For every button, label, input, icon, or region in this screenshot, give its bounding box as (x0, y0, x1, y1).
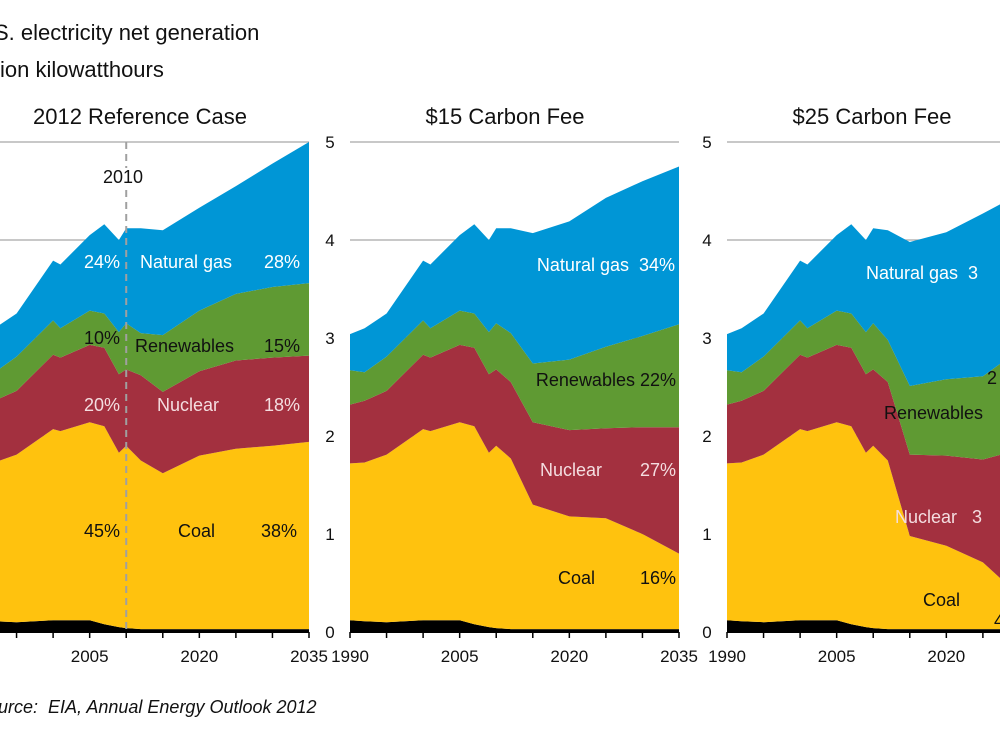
y-tick-label: 5 (325, 133, 334, 152)
label-ren: Renewables 22% (535, 370, 676, 390)
area-natural-gas (727, 204, 1000, 386)
area-other (727, 620, 1000, 632)
area-coal (350, 422, 679, 630)
x-tick-label: 2005 (71, 647, 109, 666)
x-tick-label: 2005 (441, 647, 479, 666)
area-renewables (0, 283, 309, 399)
y-tick-label: 3 (325, 329, 334, 348)
label-nuc: Nuclear 3 (895, 507, 983, 527)
chart-subtitle-line1: S. electricity net generation (0, 20, 260, 45)
area-other (350, 620, 679, 632)
y-tick-label: 2 (702, 427, 711, 446)
label-coal-2035: 38% (260, 521, 297, 541)
label-ren-2010: 10% (83, 328, 120, 348)
y-tick-label: 1 (702, 525, 711, 544)
label-coal-2010: 45% (83, 521, 120, 541)
source-note: urce: EIA, Annual Energy Outlook 2012 (0, 697, 317, 717)
panel-title-reference: 2012 Reference Case (32, 104, 248, 129)
x-tick-label: 2020 (180, 647, 218, 666)
area-natural-gas (0, 142, 309, 369)
label-nuc-2035: 18% (263, 395, 300, 415)
label-ren-name: Renewables (135, 336, 235, 356)
label-coal-name: Coal (923, 590, 961, 610)
label-ren-pct: 2 (987, 368, 998, 388)
x-tick-label: 2035 (290, 647, 328, 666)
label-gas-2035: 28% (263, 252, 300, 272)
label-coal-2035: 16% (639, 568, 676, 588)
y-tick-label: 1 (325, 525, 334, 544)
x-tick-label: 1990 (708, 647, 746, 666)
label-ren-2035: 15% (263, 336, 300, 356)
area-renewables (727, 310, 1000, 460)
area-nuclear (0, 344, 309, 474)
area-natural-gas (350, 166, 679, 373)
area-coal (0, 422, 309, 630)
panel-title-25-fee: $25 Carbon Fee (792, 104, 952, 129)
area-nuclear (350, 344, 679, 554)
y-tick-label: 2 (325, 427, 334, 446)
marker-label-2010: 2010 (102, 167, 144, 187)
label-ren-name: Renewables (884, 403, 984, 423)
label-gas-name: Natural gas (140, 252, 233, 272)
x-tick-label: 2035 (660, 647, 698, 666)
label-gas: Natural gas 3 (866, 263, 979, 283)
label-nuc-2010: 20% (83, 395, 120, 415)
label-coal-name: Coal (558, 568, 596, 588)
y-tick-label: 3 (702, 329, 711, 348)
chart-subtitle-line2: ion kilowatthours (0, 57, 164, 82)
x-tick-label: 2020 (550, 647, 588, 666)
area-renewables (350, 310, 679, 431)
y-tick-label: 4 (325, 231, 334, 250)
label-nuc-2035: 27% (639, 460, 676, 480)
label-coal-name: Coal (178, 521, 216, 541)
label-nuc-name: Nuclear (157, 395, 220, 415)
x-tick-label: 2020 (927, 647, 965, 666)
label-gas: Natural gas 34% (536, 255, 675, 275)
y-tick-label: 4 (702, 231, 711, 250)
panel-title-15-fee: $15 Carbon Fee (425, 104, 585, 129)
area-other (0, 620, 309, 632)
label-nuc-name: Nuclear (540, 460, 603, 480)
area-coal (727, 422, 1000, 630)
y-tick-label: 0 (325, 623, 334, 642)
y-tick-label: 0 (702, 623, 711, 642)
label-gas-2010: 24% (83, 252, 120, 272)
x-tick-label: 1990 (331, 647, 369, 666)
y-tick-label: 5 (702, 133, 711, 152)
label-coal-pct: 4 (994, 611, 1000, 631)
area-nuclear (727, 344, 1000, 579)
x-tick-label: 2005 (818, 647, 856, 666)
